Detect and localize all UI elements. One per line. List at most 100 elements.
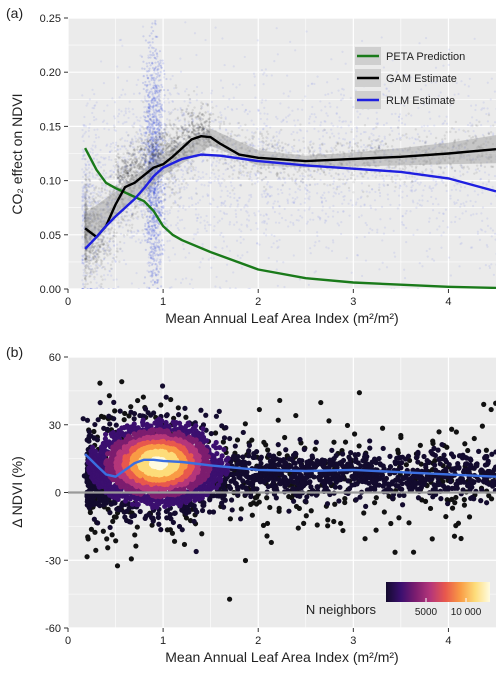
scatter-point: [273, 202, 275, 204]
scatter-point: [224, 108, 226, 110]
scatter-point: [237, 203, 239, 205]
scatter-point: [216, 160, 218, 162]
scatter-point: [103, 110, 105, 112]
scatter-point: [287, 144, 289, 146]
scatter-point: [389, 134, 391, 136]
scatter-point: [289, 188, 291, 190]
scatter-point: [152, 255, 154, 257]
scatter-point: [379, 192, 381, 194]
scatter-point: [279, 172, 281, 174]
scatter-point: [491, 166, 493, 168]
scatter-point: [233, 187, 235, 189]
scatter-point: [335, 145, 337, 147]
scatter-point: [164, 94, 166, 96]
scatter-point: [270, 140, 272, 142]
scatter-point: [477, 194, 479, 196]
scatter-point: [313, 113, 315, 115]
scatter-point: [151, 258, 153, 260]
scatter-point: [280, 189, 282, 191]
scatter-point: [307, 85, 309, 87]
scatter-point: [256, 228, 258, 230]
scatter-point: [410, 186, 412, 188]
scatter-point: [298, 219, 300, 221]
scatter-point: [219, 111, 221, 113]
scatter-point: [451, 189, 453, 191]
scatter-point: [278, 205, 280, 207]
scatter-point: [159, 50, 161, 52]
scatter-point: [263, 192, 265, 194]
scatter-point: [482, 182, 484, 184]
scatter-point: [101, 190, 103, 192]
scatter-point: [489, 267, 491, 269]
scatter-point: [308, 122, 310, 124]
scatter-point: [317, 216, 319, 218]
scatter-point: [157, 74, 159, 76]
scatter-point: [114, 150, 116, 152]
scatter-point: [88, 135, 90, 137]
scatter-point: [152, 133, 154, 135]
scatter-point: [121, 250, 123, 252]
scatter-point: [474, 190, 476, 192]
scatter-point: [172, 182, 174, 184]
scatter-point: [158, 191, 160, 193]
scatter-point: [390, 178, 392, 180]
scatter-point: [467, 124, 469, 126]
scatter-point: [159, 259, 161, 261]
scatter-point: [309, 247, 311, 249]
scatter-point: [168, 101, 170, 103]
scatter-point: [114, 224, 116, 226]
scatter-point: [100, 166, 102, 168]
scatter-point: [175, 84, 177, 86]
scatter-point: [149, 199, 151, 201]
scatter-point: [157, 110, 159, 112]
scatter-point: [186, 187, 188, 189]
scatter-point: [485, 113, 487, 115]
scatter-point: [414, 176, 416, 178]
scatter-point: [249, 175, 251, 177]
scatter-point: [154, 241, 156, 243]
scatter-point: [265, 99, 267, 101]
scatter-point: [218, 162, 220, 164]
scatter-point: [278, 139, 280, 141]
scatter-point: [487, 120, 489, 122]
scatter-point: [147, 55, 149, 57]
scatter-point: [195, 54, 197, 56]
scatter-point: [213, 229, 215, 231]
scatter-point: [285, 219, 287, 221]
scatter-point: [265, 234, 267, 236]
scatter-point: [421, 195, 423, 197]
scatter-point: [344, 195, 346, 197]
scatter-point: [168, 111, 170, 113]
scatter-point: [333, 191, 335, 193]
scatter-point: [106, 104, 108, 106]
scatter-point: [158, 223, 160, 225]
scatter-point: [158, 187, 160, 189]
scatter-point: [279, 102, 281, 104]
scatter-point: [374, 191, 376, 193]
scatter-point: [286, 121, 288, 123]
scatter-point: [395, 179, 397, 181]
scatter-point: [259, 148, 261, 150]
scatter-point: [497, 131, 499, 133]
scatter-point: [196, 86, 198, 88]
scatter-point: [332, 183, 334, 185]
scatter-point: [139, 242, 141, 244]
scatter-point: [117, 286, 119, 288]
scatter-point: [238, 122, 240, 124]
scatter-point: [294, 191, 296, 193]
scatter-point: [178, 120, 180, 122]
scatter-point: [240, 224, 242, 226]
scatter-point: [215, 105, 217, 107]
scatter-point: [107, 288, 109, 290]
scatter-point: [317, 130, 319, 132]
scatter-point: [379, 174, 381, 176]
scatter-point: [299, 189, 301, 191]
scatter-point: [141, 126, 143, 128]
scatter-point: [320, 109, 322, 111]
scatter-point: [156, 55, 158, 57]
scatter-point: [401, 196, 403, 198]
scatter-point: [363, 204, 365, 206]
scatter-point: [250, 194, 252, 196]
scatter-point: [492, 125, 494, 127]
scatter-point: [427, 255, 429, 257]
